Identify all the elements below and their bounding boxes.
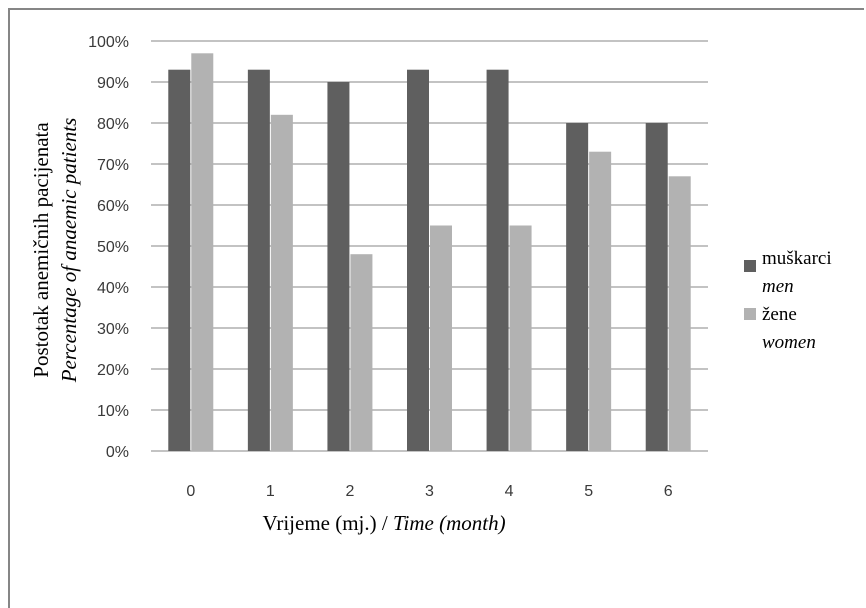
y-tick-label: 90%: [97, 75, 129, 92]
bar-women-2: [350, 254, 373, 451]
legend-label-women: žene: [762, 304, 797, 325]
x-tick-label: 0: [186, 483, 195, 500]
legend: muškarci men žene women: [744, 248, 832, 353]
bar-women-3: [430, 225, 452, 451]
legend-label-men-english: men: [762, 276, 794, 297]
x-tick-label: 2: [345, 483, 354, 500]
bar-women-0: [191, 53, 214, 452]
legend-swatch-men: [744, 260, 756, 272]
y-tick-label: 0%: [106, 444, 129, 461]
legend-label-men: muškarci: [762, 248, 832, 269]
bar-men-4: [486, 69, 509, 451]
bar-men-6: [645, 123, 668, 451]
y-tick-label: 20%: [97, 362, 129, 379]
x-tick-label: 4: [505, 483, 514, 500]
y-tick-label: 10%: [97, 403, 129, 420]
y-tick-labels: 0% 10% 20% 30% 40% 50% 60% 70% 80% 90% 100%: [88, 34, 129, 461]
bar-men-2: [327, 82, 350, 451]
legend-swatch-women: [744, 308, 756, 320]
y-tick-label: 50%: [97, 239, 129, 256]
y-tick-label: 40%: [97, 280, 129, 297]
x-tick-label: 5: [584, 483, 593, 500]
bar-men-0: [168, 69, 191, 451]
bar-men-3: [407, 69, 429, 451]
y-tick-label: 60%: [97, 198, 129, 215]
bar-chart: 0% 10% 20% 30% 40% 50% 60% 70% 80% 90% 100% 0 1 2 3 4 5…: [29, 34, 832, 535]
gridlines: [151, 40, 708, 452]
x-tick-label: 3: [425, 483, 434, 500]
bar-men-1: [247, 69, 270, 451]
bar-women-1: [270, 114, 293, 452]
y-axis-label-english: Percentage of anaemic patients: [57, 118, 81, 384]
x-tick-label: 1: [266, 483, 275, 500]
x-axis-label-local: Vrijeme (mj.) /: [262, 511, 393, 535]
y-axis-label: Postotak anemičnih pacijenata: [29, 122, 53, 378]
y-tick-label: 30%: [97, 321, 129, 338]
bar-women-5: [589, 151, 612, 451]
y-tick-label: 70%: [97, 157, 129, 174]
bars: [168, 53, 691, 452]
bar-men-5: [566, 123, 589, 451]
x-axis-label: Vrijeme (mj.) / Time (month): [262, 511, 505, 535]
x-tick-label: 6: [664, 483, 673, 500]
chart-frame: [8, 8, 864, 608]
y-tick-label: 80%: [97, 116, 129, 133]
x-axis-label-english: Time (month): [393, 511, 506, 535]
x-tick-labels: 0 1 2 3 4 5 6: [186, 483, 672, 500]
bar-women-4: [509, 225, 532, 451]
legend-label-women-english: women: [762, 332, 816, 353]
y-tick-label: 100%: [88, 34, 129, 51]
bar-women-6: [668, 176, 691, 452]
